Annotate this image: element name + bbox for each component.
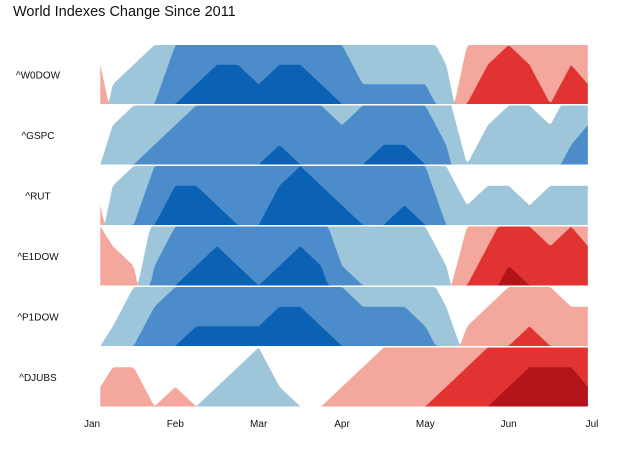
x-tick-label: Apr <box>334 419 350 430</box>
negative-band-2 <box>100 226 588 286</box>
positive-band-3 <box>100 166 588 225</box>
x-axis: Jan Feb Mar Apr May Jun Jul <box>84 419 598 430</box>
negative-band-2 <box>100 347 588 407</box>
x-tick-label: Jun <box>501 419 517 430</box>
series-label: ^W0DOW <box>16 71 61 82</box>
series-row-djubs: ^DJUBS <box>19 347 588 407</box>
x-tick-label: May <box>416 419 435 430</box>
negative-band-2 <box>100 46 588 104</box>
x-tick-label: Mar <box>250 419 268 430</box>
positive-band-1 <box>100 347 588 407</box>
negative-band-1 <box>100 45 588 104</box>
positive-band-3 <box>100 306 588 346</box>
series-label: ^GSPC <box>21 131 54 142</box>
x-tick-label: Jul <box>586 419 599 430</box>
series-label: ^E1DOW <box>17 252 59 263</box>
negative-band-1 <box>100 287 588 346</box>
x-tick-label: Jan <box>84 419 100 430</box>
series-row-w0dow: ^W0DOW <box>16 45 588 104</box>
series-row-p1dow: ^P1DOW <box>17 287 588 346</box>
positive-band-3 <box>100 246 588 286</box>
series-row-gspc: ^GSPC <box>21 105 588 165</box>
positive-band-2 <box>100 105 588 165</box>
negative-band-3 <box>100 367 588 407</box>
positive-band-3 <box>100 64 588 104</box>
negative-band-1 <box>100 226 588 286</box>
x-tick-label: Feb <box>167 419 185 430</box>
chart-title: World Indexes Change Since 2011 <box>13 4 236 20</box>
negative-band-2 <box>100 326 588 346</box>
series-label: ^RUT <box>25 192 50 203</box>
series-row-e1dow: ^E1DOW <box>17 226 588 286</box>
positive-band-2 <box>100 166 588 225</box>
series-label: ^P1DOW <box>17 313 59 324</box>
series-row-rut: ^RUT <box>25 166 588 225</box>
series-label: ^DJUBS <box>19 373 57 384</box>
chart-rows: ^W0DOW ^GSPC ^RUT ^E1DOW ^P1DOW ^DJUBS <box>16 45 588 407</box>
